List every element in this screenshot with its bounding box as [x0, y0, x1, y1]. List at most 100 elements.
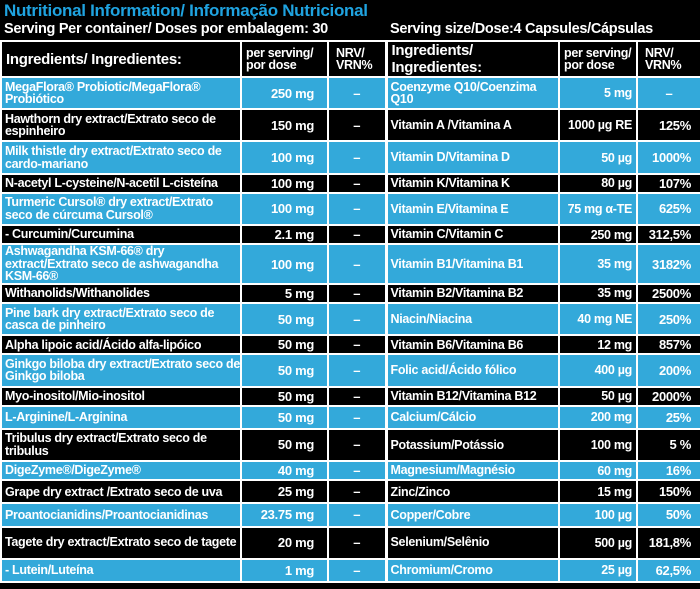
- ingredient-name: Hawthorn dry extract/Extrato seco de esp…: [0, 108, 242, 143]
- nrv-percent: –: [327, 75, 388, 111]
- amount-per-serving: 5 mg: [240, 282, 329, 305]
- header-nrv-line2: VRN%: [336, 58, 373, 72]
- nrv-percent: –: [327, 334, 388, 356]
- amount-per-serving: 400 µg: [558, 353, 638, 388]
- nrv-percent: 25%: [636, 404, 700, 430]
- table-row: Milk thistle dry extract/Extrato seco de…: [0, 140, 700, 175]
- ingredient-name: Copper/Cobre: [385, 502, 560, 528]
- header-per-serving-right: per serving/ por dose: [558, 40, 638, 78]
- table-row: Myo-inositol/Mio-inositol 50 mg – Vitami…: [0, 385, 700, 407]
- nrv-percent: –: [327, 460, 388, 482]
- ingredient-name: Vitamin C/Vitamin C: [385, 223, 560, 246]
- header-per-serving-line2: por dose: [564, 58, 615, 72]
- nrv-percent: 62,5%: [636, 557, 700, 584]
- nrv-percent: –: [327, 557, 388, 584]
- nrv-percent: 625%: [636, 191, 700, 227]
- ingredient-name: Vitamin D/Vitamina D: [385, 140, 560, 175]
- ingredient-name: Grape dry extract /Extrato seco de uva: [0, 479, 242, 505]
- nrv-percent: –: [327, 525, 388, 560]
- nrv-percent: –: [327, 243, 388, 285]
- amount-per-serving: 75 mg α-TE: [558, 191, 638, 227]
- nrv-percent: –: [327, 302, 388, 337]
- nrv-percent: –: [327, 191, 388, 227]
- ingredient-name: Vitamin A /Vitamina A: [385, 108, 560, 143]
- amount-per-serving: 100 mg: [240, 140, 329, 175]
- table-row: Hawthorn dry extract/Extrato seco de esp…: [0, 108, 700, 143]
- ingredient-name: Vitamin K/Vitamina K: [385, 172, 560, 194]
- ingredient-name: Calcium/Cálcio: [385, 404, 560, 430]
- amount-per-serving: 25 mg: [240, 479, 329, 505]
- nrv-percent: 200%: [636, 353, 700, 388]
- ingredient-name: Chromium/Cromo: [385, 557, 560, 584]
- table-row: DigeZyme®/DigeZyme® 40 mg – Magnesium/Ma…: [0, 460, 700, 482]
- ingredient-name: Vitamin B1/Vitamina B1: [385, 243, 560, 285]
- nrv-percent: 312,5%: [636, 223, 700, 246]
- ingredient-name: Vitamin B6/Vitamina B6: [385, 334, 560, 356]
- amount-per-serving: 1 mg: [240, 557, 329, 584]
- serving-per-container: Serving Per container/ Doses por embalag…: [4, 21, 328, 37]
- nrv-percent: 250%: [636, 302, 700, 337]
- header-ingredients-right: Ingredients/ Ingredientes:: [385, 40, 560, 78]
- amount-per-serving: 2.1 mg: [240, 223, 329, 246]
- header-per-serving-line2: por dose: [246, 58, 297, 72]
- amount-per-serving: 20 mg: [240, 525, 329, 560]
- amount-per-serving: 50 mg: [240, 427, 329, 463]
- amount-per-serving: 50 mg: [240, 404, 329, 430]
- ingredient-name: MegaFlora® Probiotic/MegaFlora® Probióti…: [0, 75, 242, 111]
- ingredient-name: DigeZyme®/DigeZyme®: [0, 460, 242, 482]
- nrv-percent: –: [327, 353, 388, 388]
- amount-per-serving: 50 mg: [240, 334, 329, 356]
- nrv-percent: 5 %: [636, 427, 700, 463]
- table-row: Proantocianidins/Proantocianidinas 23.75…: [0, 502, 700, 528]
- nrv-percent: –: [327, 502, 388, 528]
- ingredient-name: Niacin/Niacina: [385, 302, 560, 337]
- nutrition-table: Ingredients/ Ingredientes: per serving/ …: [0, 40, 700, 584]
- nrv-percent: –: [327, 427, 388, 463]
- amount-per-serving: 250 mg: [558, 223, 638, 246]
- amount-per-serving: 100 mg: [240, 172, 329, 194]
- header-per-serving-left: per serving/ por dose: [240, 40, 329, 78]
- ingredient-name: Folic acid/Ácido fólico: [385, 353, 560, 388]
- amount-per-serving: 40 mg NE: [558, 302, 638, 337]
- ingredient-name: Proantocianidins/Proantocianidinas: [0, 502, 242, 528]
- serving-size: Serving size/Dose:4 Capsules/Cápsulas: [390, 21, 653, 37]
- ingredient-name: Vitamin B12/Vitamina B12: [385, 385, 560, 407]
- table-row: N-acetyl L-cysteine/N-acetil L-cisteína …: [0, 172, 700, 194]
- table-row: Ginkgo biloba dry extract/Extrato seco d…: [0, 353, 700, 388]
- table-row: MegaFlora® Probiotic/MegaFlora® Probióti…: [0, 75, 700, 111]
- amount-per-serving: 15 mg: [558, 479, 638, 505]
- ingredient-name: Selenium/Selênio: [385, 525, 560, 560]
- amount-per-serving: 35 mg: [558, 243, 638, 285]
- header-nrv-line1: NRV/: [645, 46, 674, 60]
- amount-per-serving: 500 µg: [558, 525, 638, 560]
- amount-per-serving: 35 mg: [558, 282, 638, 305]
- table-row: - Curcumin/Curcumina 2.1 mg – Vitamin C/…: [0, 223, 700, 246]
- table-row: L-Arginine/L-Arginina 50 mg – Calcium/Cá…: [0, 404, 700, 430]
- nrv-percent: –: [327, 282, 388, 305]
- table-row: Turmeric Cursol® dry extract/Extrato sec…: [0, 191, 700, 227]
- ingredient-name: Zinc/Zinco: [385, 479, 560, 505]
- table-row: - Lutein/Luteína 1 mg – Chromium/Cromo 2…: [0, 557, 700, 584]
- amount-per-serving: 12 mg: [558, 334, 638, 356]
- table-row: Pine bark dry extract/Extrato seco de ca…: [0, 302, 700, 337]
- ingredient-name: Pine bark dry extract/Extrato seco de ca…: [0, 302, 242, 337]
- amount-per-serving: 23.75 mg: [240, 502, 329, 528]
- nrv-percent: –: [327, 223, 388, 246]
- amount-per-serving: 100 mg: [240, 191, 329, 227]
- amount-per-serving: 60 mg: [558, 460, 638, 482]
- nrv-percent: –: [327, 172, 388, 194]
- amount-per-serving: 50 mg: [240, 353, 329, 388]
- ingredient-name: Alpha lipoic acid/Ácido alfa-lipóico: [0, 334, 242, 356]
- amount-per-serving: 5 mg: [558, 75, 638, 111]
- nrv-percent: 1000%: [636, 140, 700, 175]
- amount-per-serving: 50 mg: [240, 302, 329, 337]
- table-row: Ashwagandha KSM-66® dry extract/Extrato …: [0, 243, 700, 285]
- amount-per-serving: 100 mg: [240, 243, 329, 285]
- ingredient-name: Milk thistle dry extract/Extrato seco de…: [0, 140, 242, 175]
- nrv-percent: –: [636, 75, 700, 111]
- header-per-serving-line1: per serving/: [246, 46, 314, 60]
- table-row: Tagete dry extract/Extrato seco de taget…: [0, 525, 700, 560]
- ingredient-name: - Curcumin/Curcumina: [0, 223, 242, 246]
- table-row: Tribulus dry extract/Extrato seco de tri…: [0, 427, 700, 463]
